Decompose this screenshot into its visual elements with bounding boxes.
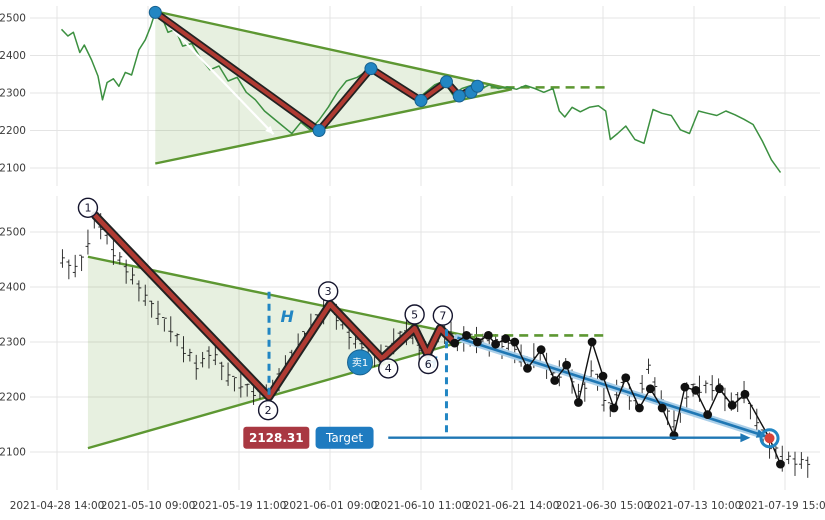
y-tick-label: 2300 [0,337,26,349]
y-tick-label: 2100 [0,447,26,459]
price-dot [598,371,608,381]
pivot-number-circle [418,353,439,375]
price-dot [473,337,482,347]
target-point [764,433,775,444]
y-tick-label: 2300 [0,88,26,100]
top-panel [60,5,782,173]
price-dot [450,338,460,348]
pivot-dot [439,75,453,89]
pivot-number-label: 6 [425,358,432,371]
price-dot [621,373,631,383]
inner-white-arrow-head [265,125,274,135]
wedge-lower-line [87,336,476,450]
price-dot [703,410,713,419]
price-dot [510,337,520,347]
x-tick-label: 2021-06-01 09:00 [283,500,378,512]
pivot-dot [364,62,378,76]
sell-signal-label: 卖1 [352,357,368,369]
price-dot [562,360,571,370]
pivot-dot [312,124,326,137]
price-dot [691,386,701,395]
wedge-fill [155,11,512,164]
price-dot [501,334,511,344]
price-dot [491,339,501,349]
price-dot [635,403,644,413]
target-point-ring [759,428,780,449]
trend-line [457,336,768,438]
price-dot [462,331,471,340]
y-tick-label: 2400 [0,50,26,62]
h-label: H [281,307,295,326]
target-label: Target [325,431,363,445]
pivot-number-circle [257,400,279,421]
axis-ticks: 2100 2200 2300 2400 2500 2100 2200 2300 2400 2500… [0,13,825,513]
dots-line [454,334,782,465]
x-tick-label: 2021-07-19 15:00 [738,500,825,512]
x-tick-label: 2021-06-30 15:00 [556,500,651,512]
pivot-dot [470,79,484,93]
x-tick-label: 2021-04-28 14:00 [10,500,105,512]
target-label-box [315,426,374,449]
y-tick-label: 2500 [0,227,26,239]
inner-white-arrow [161,17,275,136]
y-tick-label: 2500 [0,13,26,25]
price-dot [715,384,724,394]
x-tick-label: 2021-06-10 11:00 [374,500,469,512]
pivot-dot [414,94,428,107]
price-dot [645,384,655,394]
price-dot [574,398,583,407]
wedge-upper-line [155,10,513,91]
pivot-dot [148,5,162,19]
y-tick-label: 2400 [0,282,26,294]
price-dot [536,345,546,355]
price-dot [657,403,667,413]
price-dot [740,389,750,399]
price-dot [523,364,532,373]
price-dot [483,331,493,340]
pivot-number-circle [404,304,425,325]
pivot-number-label: 1 [84,202,91,215]
price-dot [776,459,785,469]
y-tick-label: 2200 [0,125,26,137]
price-target-value: 2128.31 [249,431,304,445]
sell-signal-marker [347,349,374,376]
target-arrow-head [740,433,751,443]
price-dot [550,376,560,385]
x-tick-label: 2021-05-10 09:00 [101,500,196,512]
wedge-fill [87,256,476,449]
x-tick-label: 2021-06-21 14:00 [465,500,560,512]
pivot-number-circle [432,305,454,326]
pivot-number-label: 7 [439,309,446,322]
price-dot [609,403,619,413]
price-dot [727,400,737,410]
pivot-number-label: 2 [265,404,272,417]
zigzag-line [92,213,456,400]
wedge-lower-line [155,88,513,165]
pivot-number-label: 4 [385,362,392,375]
y-tick-label: 2200 [0,392,26,404]
pivot-number-label: 5 [411,308,418,321]
pivot-number-circle [317,281,339,302]
pivot-number-label: 3 [325,285,332,298]
price-dot [587,337,597,347]
y-tick-label: 2100 [0,163,26,175]
pivot-number-circle [77,197,99,219]
price-dot [680,382,690,392]
price-target-value-box [243,426,310,449]
x-tick-label: 2021-07-13 10:00 [647,500,742,512]
pivot-number-circle [378,358,399,379]
x-tick-label: 2021-05-19 11:00 [192,500,287,512]
pivot-dot [452,89,466,103]
